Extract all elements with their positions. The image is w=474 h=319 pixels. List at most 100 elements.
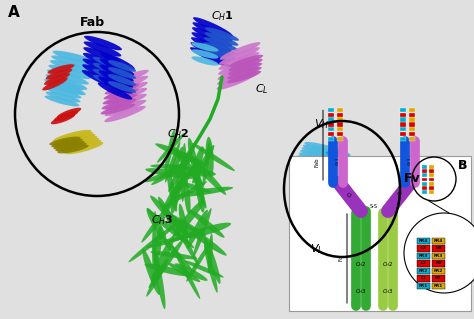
Bar bbox=[417, 268, 430, 274]
Ellipse shape bbox=[82, 64, 119, 82]
Ellipse shape bbox=[173, 200, 204, 237]
Ellipse shape bbox=[83, 53, 120, 69]
Text: $C_H$2: $C_H$2 bbox=[167, 127, 189, 141]
Bar bbox=[422, 190, 428, 194]
Text: $C_H$3: $C_H$3 bbox=[151, 213, 173, 227]
Ellipse shape bbox=[168, 263, 200, 282]
Bar bbox=[400, 137, 407, 141]
Ellipse shape bbox=[164, 181, 207, 206]
Bar bbox=[400, 117, 407, 122]
Ellipse shape bbox=[168, 141, 196, 192]
Ellipse shape bbox=[204, 244, 218, 293]
Ellipse shape bbox=[55, 132, 93, 144]
Text: $V_L$: $V_L$ bbox=[310, 242, 324, 256]
Bar bbox=[422, 182, 428, 186]
Ellipse shape bbox=[186, 242, 211, 282]
Ellipse shape bbox=[146, 208, 166, 241]
Ellipse shape bbox=[102, 93, 137, 105]
Ellipse shape bbox=[337, 181, 365, 189]
Ellipse shape bbox=[47, 64, 74, 74]
Ellipse shape bbox=[170, 144, 203, 185]
Ellipse shape bbox=[98, 76, 133, 94]
Ellipse shape bbox=[146, 236, 186, 248]
Ellipse shape bbox=[84, 36, 122, 50]
Ellipse shape bbox=[100, 58, 134, 76]
Ellipse shape bbox=[44, 79, 86, 95]
Ellipse shape bbox=[190, 47, 230, 67]
Ellipse shape bbox=[54, 141, 85, 149]
Bar bbox=[328, 127, 335, 131]
Ellipse shape bbox=[146, 259, 169, 297]
Ellipse shape bbox=[343, 173, 371, 181]
Ellipse shape bbox=[191, 42, 219, 52]
Ellipse shape bbox=[104, 88, 138, 100]
Bar bbox=[429, 169, 435, 173]
Ellipse shape bbox=[171, 168, 216, 177]
Ellipse shape bbox=[50, 60, 92, 74]
Bar bbox=[409, 132, 416, 136]
Bar bbox=[417, 253, 430, 259]
Ellipse shape bbox=[164, 130, 175, 172]
Ellipse shape bbox=[302, 212, 334, 221]
Ellipse shape bbox=[84, 41, 121, 56]
Ellipse shape bbox=[204, 237, 220, 284]
Ellipse shape bbox=[301, 147, 347, 163]
Ellipse shape bbox=[300, 150, 346, 166]
Text: $C_H$2: $C_H$2 bbox=[355, 260, 367, 269]
Bar bbox=[432, 283, 445, 289]
Ellipse shape bbox=[93, 57, 123, 69]
Ellipse shape bbox=[53, 130, 91, 142]
Ellipse shape bbox=[46, 69, 72, 79]
Bar bbox=[422, 173, 428, 177]
Bar bbox=[422, 165, 428, 169]
Bar bbox=[328, 108, 335, 112]
Ellipse shape bbox=[57, 108, 81, 118]
Ellipse shape bbox=[334, 185, 362, 193]
Ellipse shape bbox=[202, 141, 210, 188]
Ellipse shape bbox=[306, 209, 337, 218]
Ellipse shape bbox=[192, 146, 204, 175]
Ellipse shape bbox=[147, 209, 194, 248]
Text: $C_H$3: $C_H$3 bbox=[355, 287, 367, 296]
Bar bbox=[400, 127, 407, 131]
Ellipse shape bbox=[191, 37, 231, 57]
Ellipse shape bbox=[188, 138, 198, 176]
Ellipse shape bbox=[170, 147, 183, 178]
Ellipse shape bbox=[100, 52, 135, 70]
Text: $C_L$: $C_L$ bbox=[393, 189, 405, 200]
Ellipse shape bbox=[172, 245, 200, 299]
Bar bbox=[432, 275, 445, 281]
Ellipse shape bbox=[171, 173, 182, 214]
Ellipse shape bbox=[57, 145, 89, 153]
Text: H3: H3 bbox=[435, 246, 442, 250]
Ellipse shape bbox=[324, 160, 358, 170]
Ellipse shape bbox=[189, 210, 225, 238]
Ellipse shape bbox=[152, 211, 156, 270]
Ellipse shape bbox=[154, 226, 162, 266]
Ellipse shape bbox=[108, 67, 136, 79]
Ellipse shape bbox=[141, 196, 177, 243]
Bar bbox=[409, 122, 416, 127]
Ellipse shape bbox=[46, 92, 81, 102]
Bar bbox=[400, 122, 407, 127]
Ellipse shape bbox=[48, 65, 91, 79]
Ellipse shape bbox=[228, 63, 262, 75]
Bar bbox=[409, 117, 416, 122]
Ellipse shape bbox=[219, 42, 260, 60]
Ellipse shape bbox=[55, 143, 87, 152]
Text: FR4: FR4 bbox=[434, 239, 443, 243]
Ellipse shape bbox=[53, 51, 95, 63]
Ellipse shape bbox=[191, 56, 219, 66]
Ellipse shape bbox=[108, 74, 136, 86]
Ellipse shape bbox=[218, 62, 258, 80]
Text: Fc: Fc bbox=[339, 255, 344, 261]
Bar bbox=[289, 156, 471, 311]
Ellipse shape bbox=[192, 145, 214, 183]
Ellipse shape bbox=[47, 70, 89, 85]
Text: Fab: Fab bbox=[315, 157, 320, 167]
Text: H2: H2 bbox=[435, 261, 442, 265]
Ellipse shape bbox=[193, 208, 211, 257]
Ellipse shape bbox=[341, 192, 365, 200]
Ellipse shape bbox=[208, 234, 213, 273]
Ellipse shape bbox=[46, 74, 87, 90]
